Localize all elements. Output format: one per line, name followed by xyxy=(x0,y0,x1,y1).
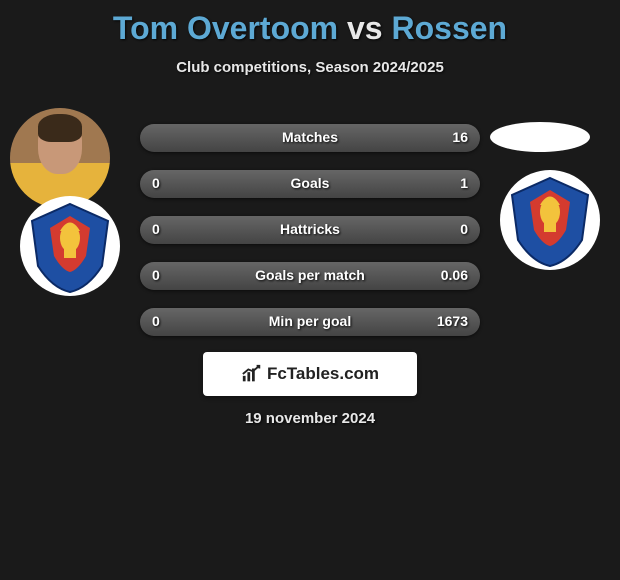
chart-icon xyxy=(241,363,263,385)
stat-right-value: 0.06 xyxy=(441,267,468,283)
stat-row-min-per-goal: 0 Min per goal 1673 xyxy=(140,308,480,336)
stat-row-matches: Matches 16 xyxy=(140,124,480,152)
branding-text: FcTables.com xyxy=(267,364,379,384)
stat-label: Matches xyxy=(140,129,480,145)
comparison-title: Tom Overtoom vs Rossen xyxy=(0,0,620,47)
stat-label: Goals per match xyxy=(140,267,480,283)
stat-right-value: 16 xyxy=(452,129,468,145)
branding-badge: FcTables.com xyxy=(203,352,417,396)
stat-right-value: 1673 xyxy=(437,313,468,329)
stat-label: Goals xyxy=(140,175,480,191)
stat-label: Min per goal xyxy=(140,313,480,329)
stat-row-goals-per-match: 0 Goals per match 0.06 xyxy=(140,262,480,290)
stats-container: Matches 16 0 Goals 1 0 Hattricks 0 0 Goa… xyxy=(140,124,480,354)
stat-right-value: 1 xyxy=(460,175,468,191)
vs-text: vs xyxy=(347,10,383,46)
stat-right-value: 0 xyxy=(460,221,468,237)
player2-name: Rossen xyxy=(391,10,507,46)
stat-row-hattricks: 0 Hattricks 0 xyxy=(140,216,480,244)
subtitle: Club competitions, Season 2024/2025 xyxy=(0,59,620,76)
player1-photo xyxy=(10,108,110,208)
stat-row-goals: 0 Goals 1 xyxy=(140,170,480,198)
date-text: 19 november 2024 xyxy=(0,410,620,427)
player1-club-crest xyxy=(20,196,120,296)
player2-photo xyxy=(490,122,590,152)
player1-name: Tom Overtoom xyxy=(113,10,338,46)
player2-club-crest xyxy=(500,170,600,270)
stat-label: Hattricks xyxy=(140,221,480,237)
